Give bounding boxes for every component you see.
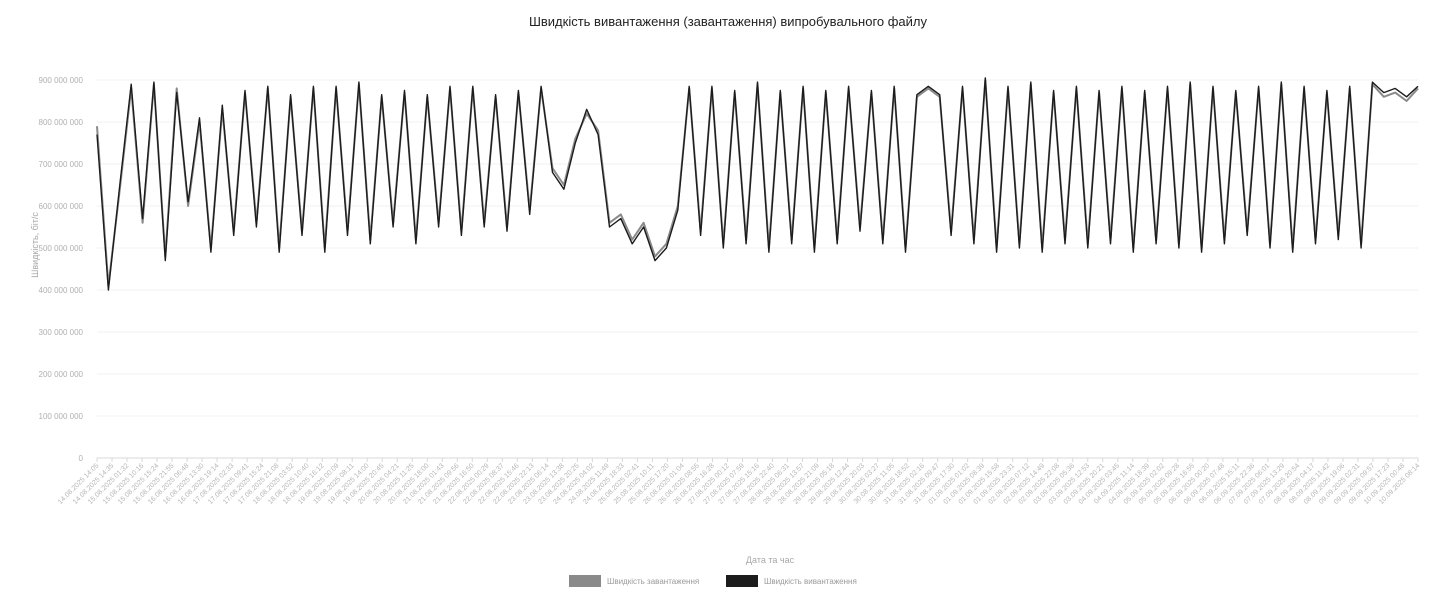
y-tick-label-3: 300 000 000 [39,328,84,337]
y-tick-label-1: 100 000 000 [39,412,84,421]
y-axis-ticks: 0 100 000 000 200 000 000 300 000 000 400 00… [39,76,84,463]
legend-label-download: Швидкість завантаження [607,577,699,586]
y-tick-label-8: 800 000 000 [39,118,84,127]
y-tick-label-6: 600 000 000 [39,202,84,211]
y-tick-label-4: 400 000 000 [39,286,84,295]
series-line-1 [96,77,1419,291]
legend-swatch-upload [726,575,758,587]
y-tick-label-2: 200 000 000 [39,370,84,379]
grid-lines [97,79,1418,459]
legend-swatch-download [569,575,601,587]
legend-label-upload: Швидкість вивантаження [764,577,857,586]
y-axis-title: Швидкість, біт/с [30,212,40,278]
y-tick-label-9: 900 000 000 [39,76,84,85]
chart-title: Швидкість вивантаження (завантаження) ви… [529,14,928,29]
y-tick-label-7: 700 000 000 [39,160,84,169]
y-tick-label-5: 500 000 000 [39,244,84,253]
x-axis-title: Дата та час [746,555,795,565]
legend: Швидкість завантаження Швидкість виванта… [569,575,857,587]
legend-item-download[interactable]: Швидкість завантаження [569,575,699,587]
y-tick-label-0: 0 [79,454,84,463]
series-lines [96,77,1419,291]
legend-item-upload[interactable]: Швидкість вивантаження [726,575,857,587]
